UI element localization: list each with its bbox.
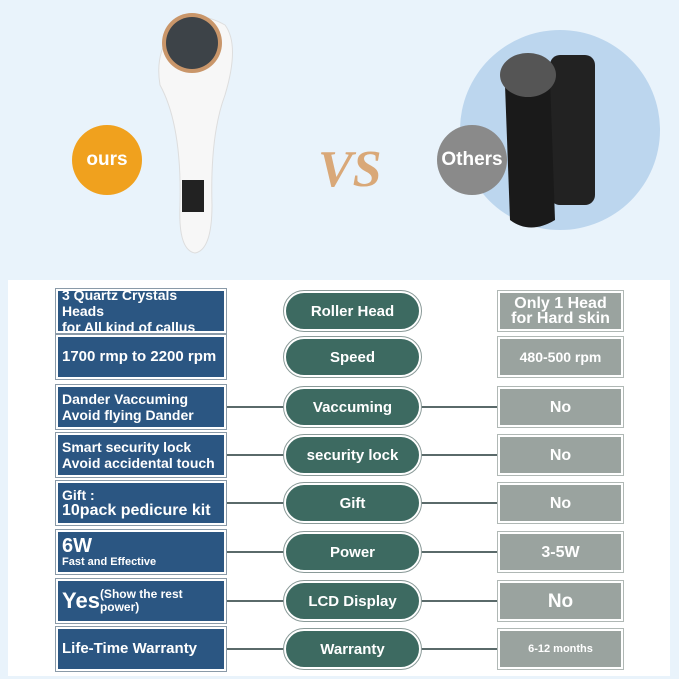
ours-cell: 3 Quartz Crystals Heads for All kind of c… — [55, 287, 227, 335]
vs-label: VS — [318, 141, 382, 198]
comparison-row: 1700 rmp to 2200 rpm Speed 480-500 rpm — [8, 334, 670, 380]
ours-text: (Show the rest — [99, 587, 183, 601]
comparison-row: Dander Vaccuming Avoid flying Dander Vacc… — [8, 384, 670, 430]
ours-text: Dander Vaccuming — [62, 391, 189, 407]
feature-pill: Vaccuming — [283, 386, 422, 428]
others-cell: Only 1 Head for Hard skin — [497, 290, 624, 332]
others-text: No — [549, 494, 572, 512]
others-text: 3-5W — [541, 543, 580, 561]
others-label: Others — [441, 149, 503, 170]
others-text: for Hard skin — [511, 310, 610, 327]
ours-text: 6W — [62, 535, 92, 557]
ours-text: Avoid flying Dander — [62, 407, 194, 423]
comparison-row: 6W Fast and Effective Power 3-5W — [8, 529, 670, 575]
ours-device-image — [150, 5, 240, 260]
feature-pill: security lock — [283, 434, 422, 476]
ours-cell: Dander Vaccuming Avoid flying Dander — [55, 384, 227, 430]
feature-pill: Roller Head — [283, 290, 422, 332]
others-text: No — [547, 590, 574, 612]
ours-text: 10pack pedicure kit — [62, 502, 211, 519]
others-cell: 480-500 rpm — [497, 336, 624, 378]
others-device-image — [480, 25, 600, 245]
ours-note: (Show the rest power) — [100, 588, 183, 614]
ours-text: Life-Time Warranty — [62, 640, 198, 657]
others-text: 6-12 months — [528, 642, 593, 655]
others-text: No — [549, 446, 572, 464]
ours-text: 3 Quartz Crystals Heads — [62, 287, 178, 319]
ours-cell: Smart security lock Avoid accidental touc… — [55, 432, 227, 478]
others-cell: 3-5W — [497, 531, 624, 573]
ours-text: Fast and Effective — [62, 556, 157, 568]
others-cell: No — [497, 580, 624, 622]
comparison-row: 3 Quartz Crystals Heads for All kind of c… — [8, 287, 670, 335]
ours-text: Smart security lock — [62, 439, 192, 455]
others-text: Only 1 Head — [514, 295, 607, 312]
ours-cell: 6W Fast and Effective — [55, 529, 227, 575]
ours-text: for All kind of callus — [62, 319, 196, 335]
feature-pill: Gift — [283, 482, 422, 524]
ours-text: power) — [99, 600, 140, 614]
ours-label: ours — [86, 149, 128, 170]
others-text: 480-500 rpm — [519, 348, 602, 365]
feature-pill: Speed — [283, 336, 422, 378]
ours-badge: ours — [72, 125, 142, 195]
ours-text: Avoid accidental touch — [62, 455, 215, 471]
others-cell: No — [497, 434, 624, 476]
others-badge: Others — [437, 125, 507, 195]
ours-text: Yes — [62, 588, 100, 613]
ours-cell: 1700 rmp to 2200 rpm — [55, 334, 227, 380]
ours-text: Gift : — [62, 487, 95, 503]
feature-pill: Power — [283, 531, 422, 573]
comparison-row: Gift :10pack pedicure kit Gift No — [8, 480, 670, 526]
comparison-table: 3 Quartz Crystals Heads for All kind of c… — [8, 280, 670, 676]
comparison-row: Smart security lock Avoid accidental touc… — [8, 432, 670, 478]
others-cell: No — [497, 482, 624, 524]
ours-cell: Life-Time Warranty — [55, 626, 227, 672]
ours-cell: Yes (Show the rest power) — [55, 578, 227, 624]
others-text: No — [549, 398, 572, 416]
ours-cell: Gift :10pack pedicure kit — [55, 480, 227, 526]
others-cell: 6-12 months — [497, 628, 624, 670]
feature-pill: LCD Display — [283, 580, 422, 622]
ours-text: 1700 rmp to 2200 rpm — [62, 348, 217, 365]
feature-pill: Warranty — [283, 628, 422, 670]
comparison-row: Life-Time Warranty Warranty 6-12 months — [8, 626, 670, 672]
comparison-row: Yes (Show the rest power) LCD Display No — [8, 578, 670, 624]
others-cell: No — [497, 386, 624, 428]
